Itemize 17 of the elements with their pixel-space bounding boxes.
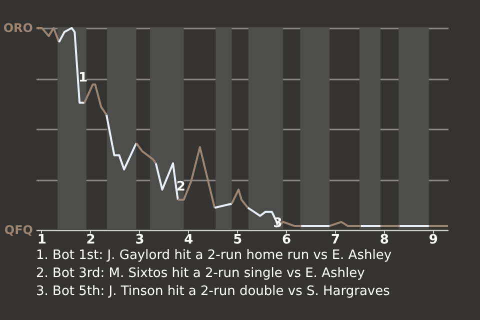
x-tick-label: 7 (330, 232, 340, 248)
x-tick-label: 4 (184, 232, 194, 248)
text: 1. Bot 1st: J. Gaylord hit a 2-run home run vs E. Ashley (36, 248, 392, 263)
x-tick-label: 1 (37, 232, 46, 248)
annotation: 1 (78, 70, 88, 86)
text: 3. Bot 5th: J. Tinson hit a 2-run double vs S. Hargraves (36, 284, 390, 299)
x-tick-label: 8 (380, 232, 389, 248)
x-tick-label: 2 (86, 232, 96, 248)
x-tick-label: 5 (233, 232, 242, 248)
text: 2. Bot 3rd: M. Sixtos hit a 2-run single vs E. Ashley (36, 266, 366, 281)
text: QFQ (4, 223, 33, 237)
x-tick-label: 3 (135, 232, 144, 248)
x-tick-label: 6 (282, 232, 292, 248)
annotation: 2 (176, 180, 186, 195)
x-tick-label: 9 (428, 232, 438, 248)
text: ORO (3, 21, 33, 35)
annotation: 3 (273, 216, 282, 231)
